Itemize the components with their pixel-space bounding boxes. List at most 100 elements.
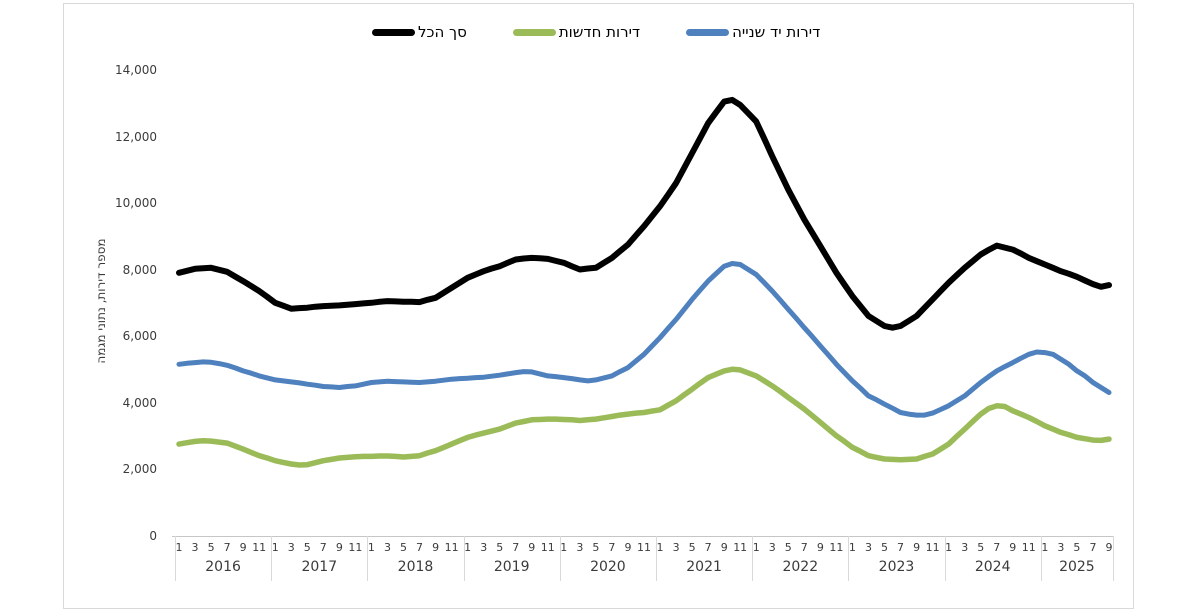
x-axis-line: [172, 536, 1113, 537]
x-tick-month-label: 9: [720, 541, 728, 554]
x-axis-year-separator: [1113, 536, 1114, 581]
x-tick-month-label: 7: [897, 541, 904, 554]
x-tick-month-label: 5: [496, 541, 504, 554]
x-tick-month-label: 11: [637, 541, 651, 554]
x-year-label: 2016: [205, 559, 241, 575]
x-tick-month-label: 5: [303, 541, 311, 554]
x-tick-month-label: 11: [444, 541, 459, 554]
x-tick-month-label: 9: [816, 541, 824, 554]
x-axis-year-separator: [559, 536, 561, 581]
x-tick-month-label: 1: [752, 541, 760, 554]
x-year-label: 2019: [493, 559, 530, 575]
x-tick-month-label: 3: [576, 541, 584, 554]
x-tick-month-label: 7: [512, 541, 520, 554]
y-tick-label: 2,000: [122, 462, 157, 476]
x-tick-month-label: 9: [1009, 541, 1017, 554]
y-axis-title: מספר דירות, נתוני מגמה: [94, 238, 108, 364]
y-tick-label: 10,000: [115, 196, 157, 210]
x-tick-month-label: 5: [207, 541, 215, 554]
x-tick-month-label: 9: [1105, 541, 1113, 554]
x-tick-month-label: 9: [913, 541, 921, 554]
x-axis-year-separator: [1040, 536, 1042, 581]
x-tick-month-label: 1: [464, 541, 472, 554]
x-tick-month-label: 5: [400, 541, 407, 554]
x-year-label: 2017: [301, 559, 338, 575]
x-axis-year-separator: [848, 536, 850, 581]
series-line-1: [176, 366, 1112, 468]
series-line-0: [176, 96, 1112, 331]
y-tick-label: 8,000: [122, 262, 157, 277]
x-tick-month-label: 9: [432, 541, 440, 554]
x-tick-month-label: 11: [348, 541, 363, 554]
x-year-label: 2021: [686, 559, 722, 575]
x-tick-month-label: 11: [252, 541, 267, 554]
x-year-label: 2025: [1059, 559, 1095, 575]
x-tick-month-label: 1: [1041, 541, 1049, 554]
x-tick-month-label: 5: [881, 541, 888, 554]
legend-label-new-dwellings: דירות חדשות: [558, 23, 641, 41]
x-tick-month-label: 7: [608, 541, 616, 554]
x-tick-month-label: 1: [175, 541, 183, 554]
y-tick-label: 12,000: [115, 129, 157, 144]
y-tick-label: 6,000: [122, 329, 157, 343]
x-tick-month-label: 3: [1057, 541, 1065, 554]
x-tick-month-label: 7: [800, 541, 808, 554]
legend-swatch-total-line: [372, 28, 415, 36]
x-tick-month-label: 5: [784, 541, 792, 554]
x-tick-month-label: 11: [829, 541, 844, 554]
y-tick-label: 14,000: [115, 63, 157, 77]
x-year-label: 2022: [782, 559, 819, 575]
x-tick-month-label: 11: [1021, 541, 1036, 554]
x-tick-month-label: 1: [367, 541, 375, 554]
x-tick-month-label: 5: [688, 541, 696, 554]
x-tick-month-label: 3: [961, 541, 969, 554]
x-tick-month-label: 11: [540, 541, 555, 554]
legend: סך הכל דירות חדשות דירות יד שנייה: [372, 22, 820, 42]
legend-swatch-secondhand-dwellings-line: [686, 28, 730, 36]
x-tick-month-label: 3: [865, 541, 872, 554]
x-tick-month-label: 1: [945, 541, 953, 554]
x-axis-year-separator: [463, 536, 465, 581]
x-axis-year-separator: [752, 536, 754, 581]
x-year-label: 2024: [974, 559, 1011, 575]
x-axis-year-separator: [656, 536, 657, 581]
x-year-label: 2023: [878, 559, 915, 575]
legend-item-new-dwellings: דירות חדשות: [512, 22, 641, 42]
x-axis-year-separator: [944, 536, 946, 581]
x-axis-year-separator: [367, 536, 369, 581]
x-tick-month-label: 1: [848, 541, 856, 554]
legend-swatch-new-dwellings-line: [512, 28, 556, 36]
x-tick-month-label: 11: [925, 541, 940, 554]
x-axis-year-separator: [271, 536, 273, 581]
x-tick-month-label: 7: [993, 541, 1001, 554]
x-tick-month-label: 9: [335, 541, 343, 554]
x-tick-month-label: 7: [223, 541, 231, 554]
x-tick-month-label: 1: [271, 541, 279, 554]
x-tick-month-label: 3: [768, 541, 776, 554]
x-year-label: 2018: [397, 559, 434, 575]
x-year-label: 2020: [590, 559, 626, 575]
chart-border: [63, 3, 1134, 609]
y-tick-label: 4,000: [122, 395, 157, 410]
x-tick-month-label: 3: [672, 541, 680, 554]
x-tick-month-label: 1: [656, 541, 664, 554]
x-tick-month-label: 5: [592, 541, 600, 554]
x-tick-month-label: 3: [480, 541, 488, 554]
x-axis-year-separator: [175, 536, 176, 581]
x-tick-month-label: 11: [733, 541, 748, 554]
x-tick-month-label: 3: [287, 541, 295, 554]
series-line-2: [176, 261, 1112, 418]
x-tick-month-label: 7: [704, 541, 712, 554]
x-tick-month-label: 9: [239, 541, 247, 554]
legend-item-secondhand-dwellings: דירות יד שנייה: [686, 22, 820, 42]
x-tick-month-label: 7: [1089, 541, 1097, 554]
x-tick-month-label: 3: [384, 541, 391, 554]
legend-label-secondhand-dwellings: דירות יד שנייה: [732, 23, 821, 41]
x-tick-month-label: 7: [319, 541, 327, 554]
x-tick-month-label: 1: [560, 541, 568, 554]
x-tick-month-label: 9: [528, 541, 536, 554]
x-tick-month-label: 5: [1073, 541, 1081, 554]
y-tick-label: 0: [149, 528, 157, 543]
